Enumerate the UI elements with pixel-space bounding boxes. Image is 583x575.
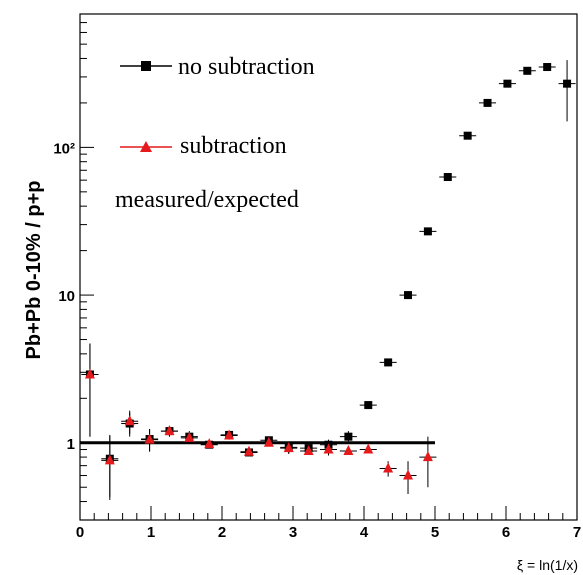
data-point-triangle [283, 442, 294, 453]
x-tick-label: 3 [289, 524, 297, 541]
data-point-triangle [403, 469, 414, 480]
data-point-triangle [84, 368, 95, 379]
legend-marker-no-subtraction [141, 61, 151, 71]
y-tick-label: 10 [58, 288, 75, 305]
annotation-measured-expected: measured/expected [115, 187, 299, 213]
data-point-square [503, 79, 512, 88]
data-point-triangle [263, 436, 274, 447]
data-point-square [483, 98, 492, 107]
data-point-triangle [144, 433, 155, 444]
data-point-triangle [243, 445, 254, 456]
axis-ticks: 0 1 2 3 4 5 6 7 1 10 10² [53, 13, 581, 541]
data-point-square [344, 432, 353, 441]
data-point-square [443, 173, 452, 182]
data-point-triangle [422, 451, 433, 462]
data-point-triangle [184, 431, 195, 442]
y-tick-label: 10² [53, 140, 75, 157]
plot-frame [79, 13, 578, 521]
data-point-triangle [104, 454, 115, 465]
series-subtraction [81, 343, 437, 500]
data-point-triangle [124, 415, 135, 426]
x-tick-label: 0 [76, 524, 84, 541]
x-tick-label: 1 [147, 524, 155, 541]
y-tick-label: 1 [67, 436, 75, 453]
x-tick-label: 6 [502, 524, 510, 541]
x-tick-label: 2 [218, 524, 226, 541]
data-point-triangle [343, 444, 354, 455]
data-point-square [423, 227, 432, 236]
data-point-square [364, 401, 373, 410]
data-point-square [404, 291, 413, 300]
data-point-square [543, 63, 552, 72]
data-point-square [463, 131, 472, 140]
legend-marker-subtraction [140, 141, 152, 152]
x-tick-label: 5 [431, 524, 439, 541]
series-no-subtraction [81, 60, 576, 497]
data-point-triangle [204, 438, 215, 449]
data-point-square [563, 79, 572, 88]
data-point-triangle [383, 462, 394, 473]
data-point-triangle [164, 425, 175, 436]
data-point-triangle [224, 429, 235, 440]
data-point-square [523, 66, 532, 75]
data-point-triangle [303, 444, 314, 455]
legend: no subtraction subtraction measured/expe… [115, 54, 315, 213]
x-axis-label: ξ = ln(1/x) [517, 557, 578, 573]
legend-label-no-subtraction: no subtraction [178, 54, 315, 80]
data-point-triangle [323, 443, 334, 454]
x-tick-label: 4 [360, 524, 369, 541]
legend-label-subtraction: subtraction [180, 133, 287, 159]
x-tick-label: 7 [573, 524, 581, 541]
y-axis-label: Pb+Pb 0-10% / p+p [23, 181, 45, 360]
data-point-square [384, 358, 393, 367]
data-point-triangle [363, 443, 374, 454]
